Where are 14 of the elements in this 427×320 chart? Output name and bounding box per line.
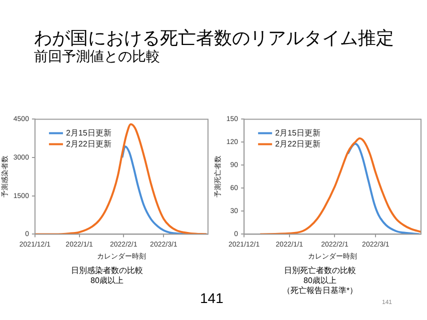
legend-label: 2月15日更新: [275, 128, 320, 138]
text: 141: [200, 290, 224, 306]
text: 80歳以上: [90, 276, 124, 286]
legend-label: 2月15日更新: [66, 128, 112, 138]
chart-subtitle: 前回予測値との比較: [34, 48, 161, 64]
line-series: [346, 142, 421, 234]
legend-label: 2月22日更新: [66, 139, 112, 148]
chart-title: わが国における死亡者数のリアルタイム推定: [34, 28, 394, 48]
text: （死亡報告日基準*）: [282, 286, 358, 295]
legend-label: 2月22日更新: [275, 139, 320, 148]
text: 日別死亡者数の比較: [283, 266, 357, 276]
text: 日別感染者数の比較: [70, 266, 144, 276]
line-series: [259, 137, 421, 234]
text: 80歳以上: [302, 276, 338, 286]
